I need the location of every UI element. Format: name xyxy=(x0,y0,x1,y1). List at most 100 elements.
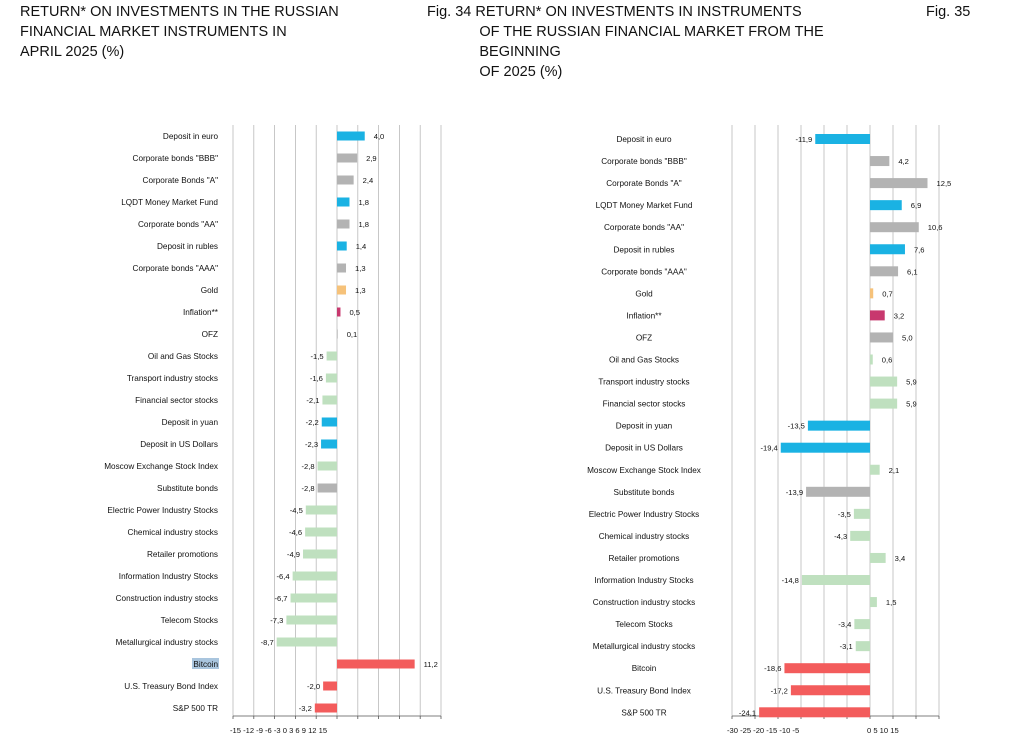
value-label: -2,8 xyxy=(301,462,314,471)
bar xyxy=(303,549,337,559)
bar xyxy=(870,552,886,563)
category-label: Electric Power Industry Stocks xyxy=(107,506,218,515)
bar xyxy=(337,153,358,163)
bar xyxy=(784,663,870,674)
category-label: Moscow Exchange Stock Index xyxy=(587,466,701,475)
bar xyxy=(317,461,337,471)
bar xyxy=(806,486,870,497)
category-label: Oil and Gas Stocks xyxy=(609,356,679,365)
category-label: Electric Power Industry Stocks xyxy=(589,510,700,519)
category-label: Chemical industry stocks xyxy=(127,528,218,537)
category-label: Corporate Bonds "A" xyxy=(606,179,682,188)
value-label: -3,1 xyxy=(840,642,853,651)
x-tick-labels-negative: -30 -25 -20 -15 -10 -5 xyxy=(727,726,799,735)
figure-number: Fig. 35 xyxy=(926,4,971,20)
category-label: Moscow Exchange Stock Index xyxy=(104,462,218,471)
value-label: 12,5 xyxy=(937,179,952,188)
bar xyxy=(790,685,870,696)
bar xyxy=(337,219,350,229)
bar xyxy=(337,197,350,207)
category-label: Telecom Stocks xyxy=(615,620,672,629)
value-label: 1,5 xyxy=(886,598,897,607)
category-label: Deposit in rubles xyxy=(157,242,218,251)
bar xyxy=(850,530,870,541)
bar xyxy=(870,288,874,299)
category-label: Corporate bonds "BBB" xyxy=(601,157,687,166)
bar xyxy=(855,641,870,652)
category-label: Construction industry stocks xyxy=(593,598,695,607)
bar xyxy=(870,178,928,189)
category-label: Financial sector stocks xyxy=(603,400,686,409)
category-label: Corporate bonds "AAA" xyxy=(133,264,219,273)
bar xyxy=(801,575,870,585)
value-label: 4,2 xyxy=(898,157,909,166)
value-label: -17,2 xyxy=(771,686,788,695)
bar xyxy=(317,483,337,493)
x-tick-labels: -15 -12 -9 -6 -3 0 3 6 9 12 15 xyxy=(230,726,327,735)
value-label: -4,6 xyxy=(289,528,302,537)
value-label: 2,9 xyxy=(366,154,377,163)
category-label: U.S. Treasury Bond Index xyxy=(597,686,691,695)
bar xyxy=(815,134,870,144)
bar xyxy=(323,681,337,691)
bar xyxy=(854,619,870,630)
bar xyxy=(305,505,337,515)
value-label: -3,2 xyxy=(299,704,312,713)
bar xyxy=(870,332,893,343)
bar xyxy=(870,200,902,211)
value-label: -2,3 xyxy=(305,440,318,449)
bar xyxy=(870,266,899,277)
category-label: Metallurgical industry stocks xyxy=(593,642,695,651)
value-label: -7,3 xyxy=(270,616,283,625)
bar xyxy=(870,222,919,233)
value-label: -6,4 xyxy=(277,572,290,581)
value-label: -2,8 xyxy=(301,484,314,493)
category-highlight xyxy=(192,658,219,669)
category-label: Deposit in rubles xyxy=(614,245,675,254)
bar xyxy=(870,156,890,167)
chart-2: -30 -25 -20 -15 -10 -5 0 5 10 15 Deposit i… xyxy=(587,125,951,735)
category-label: U.S. Treasury Bond Index xyxy=(124,682,218,691)
value-label: -2,0 xyxy=(307,682,320,691)
category-label: Information Industry Stocks xyxy=(119,572,218,581)
value-label: 1,3 xyxy=(355,286,366,295)
bar xyxy=(870,354,873,365)
category-label: Information Industry Stocks xyxy=(594,576,693,585)
value-label: -13,9 xyxy=(786,488,803,497)
value-label: -4,5 xyxy=(290,506,303,515)
category-label: Transport industry stocks xyxy=(127,374,218,383)
category-label: Chemical industry stocks xyxy=(599,532,690,541)
category-label: Deposit in yuan xyxy=(162,418,219,427)
value-label: 0,7 xyxy=(882,289,893,298)
category-label: Substitute bonds xyxy=(157,484,218,493)
value-label: -18,6 xyxy=(764,664,781,673)
category-label: Transport industry stocks xyxy=(598,378,689,387)
value-label: -1,6 xyxy=(310,374,323,383)
category-label: OFZ xyxy=(636,333,652,342)
bar xyxy=(305,527,337,537)
value-label: 11,2 xyxy=(424,660,438,669)
value-label: 7,6 xyxy=(914,245,925,254)
category-label: Gold xyxy=(201,286,219,295)
bar xyxy=(870,310,885,321)
chart-1-title: RETURN* ON INVESTMENTS IN THE RUSSIAN FI… xyxy=(20,4,339,60)
value-label: -8,7 xyxy=(261,638,274,647)
bar xyxy=(321,439,337,449)
category-label: Retailer promotions xyxy=(609,554,680,563)
bar xyxy=(325,373,337,383)
value-label: 5,9 xyxy=(906,400,917,409)
value-label: -11,9 xyxy=(796,135,813,144)
value-label: -1,5 xyxy=(311,352,324,361)
bar xyxy=(337,285,347,295)
category-label: Deposit in yuan xyxy=(616,422,673,431)
category-label: Retailer promotions xyxy=(147,550,218,559)
value-label: 1,8 xyxy=(358,220,369,229)
bar xyxy=(321,417,337,427)
chart-2-title: Fig. 34 RETURN* ON INVESTMENTS IN INSTRU… xyxy=(427,4,824,80)
value-label: -6,7 xyxy=(274,594,287,603)
bar xyxy=(870,597,877,608)
x-tick-labels-positive: 0 5 10 15 xyxy=(867,726,899,735)
category-label: Oil and Gas Stocks xyxy=(148,352,218,361)
bar xyxy=(759,707,870,718)
